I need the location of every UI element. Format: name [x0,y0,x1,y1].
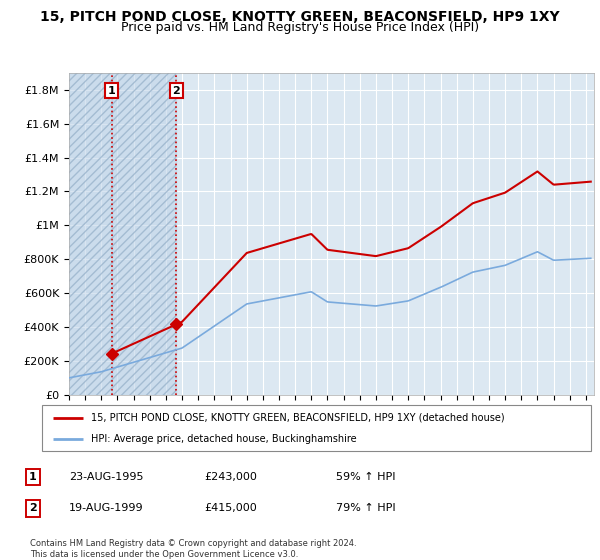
Text: £243,000: £243,000 [204,472,257,482]
Text: 15, PITCH POND CLOSE, KNOTTY GREEN, BEACONSFIELD, HP9 1XY: 15, PITCH POND CLOSE, KNOTTY GREEN, BEAC… [40,10,560,24]
Text: 2: 2 [29,503,37,514]
Bar [69,73,112,395]
Bar [112,73,176,395]
Text: 59% ↑ HPI: 59% ↑ HPI [336,472,395,482]
Text: Contains HM Land Registry data © Crown copyright and database right 2024.
This d: Contains HM Land Registry data © Crown c… [30,539,356,559]
Text: 15, PITCH POND CLOSE, KNOTTY GREEN, BEACONSFIELD, HP9 1XY (detached house): 15, PITCH POND CLOSE, KNOTTY GREEN, BEAC… [91,413,505,423]
Text: 19-AUG-1999: 19-AUG-1999 [69,503,143,514]
FancyBboxPatch shape [42,405,591,451]
Text: 1: 1 [29,472,37,482]
Text: £415,000: £415,000 [204,503,257,514]
Text: 79% ↑ HPI: 79% ↑ HPI [336,503,395,514]
Text: 2: 2 [172,86,180,96]
Text: HPI: Average price, detached house, Buckinghamshire: HPI: Average price, detached house, Buck… [91,435,357,444]
Text: Price paid vs. HM Land Registry's House Price Index (HPI): Price paid vs. HM Land Registry's House … [121,21,479,34]
Text: 23-AUG-1995: 23-AUG-1995 [69,472,143,482]
Text: 1: 1 [108,86,116,96]
